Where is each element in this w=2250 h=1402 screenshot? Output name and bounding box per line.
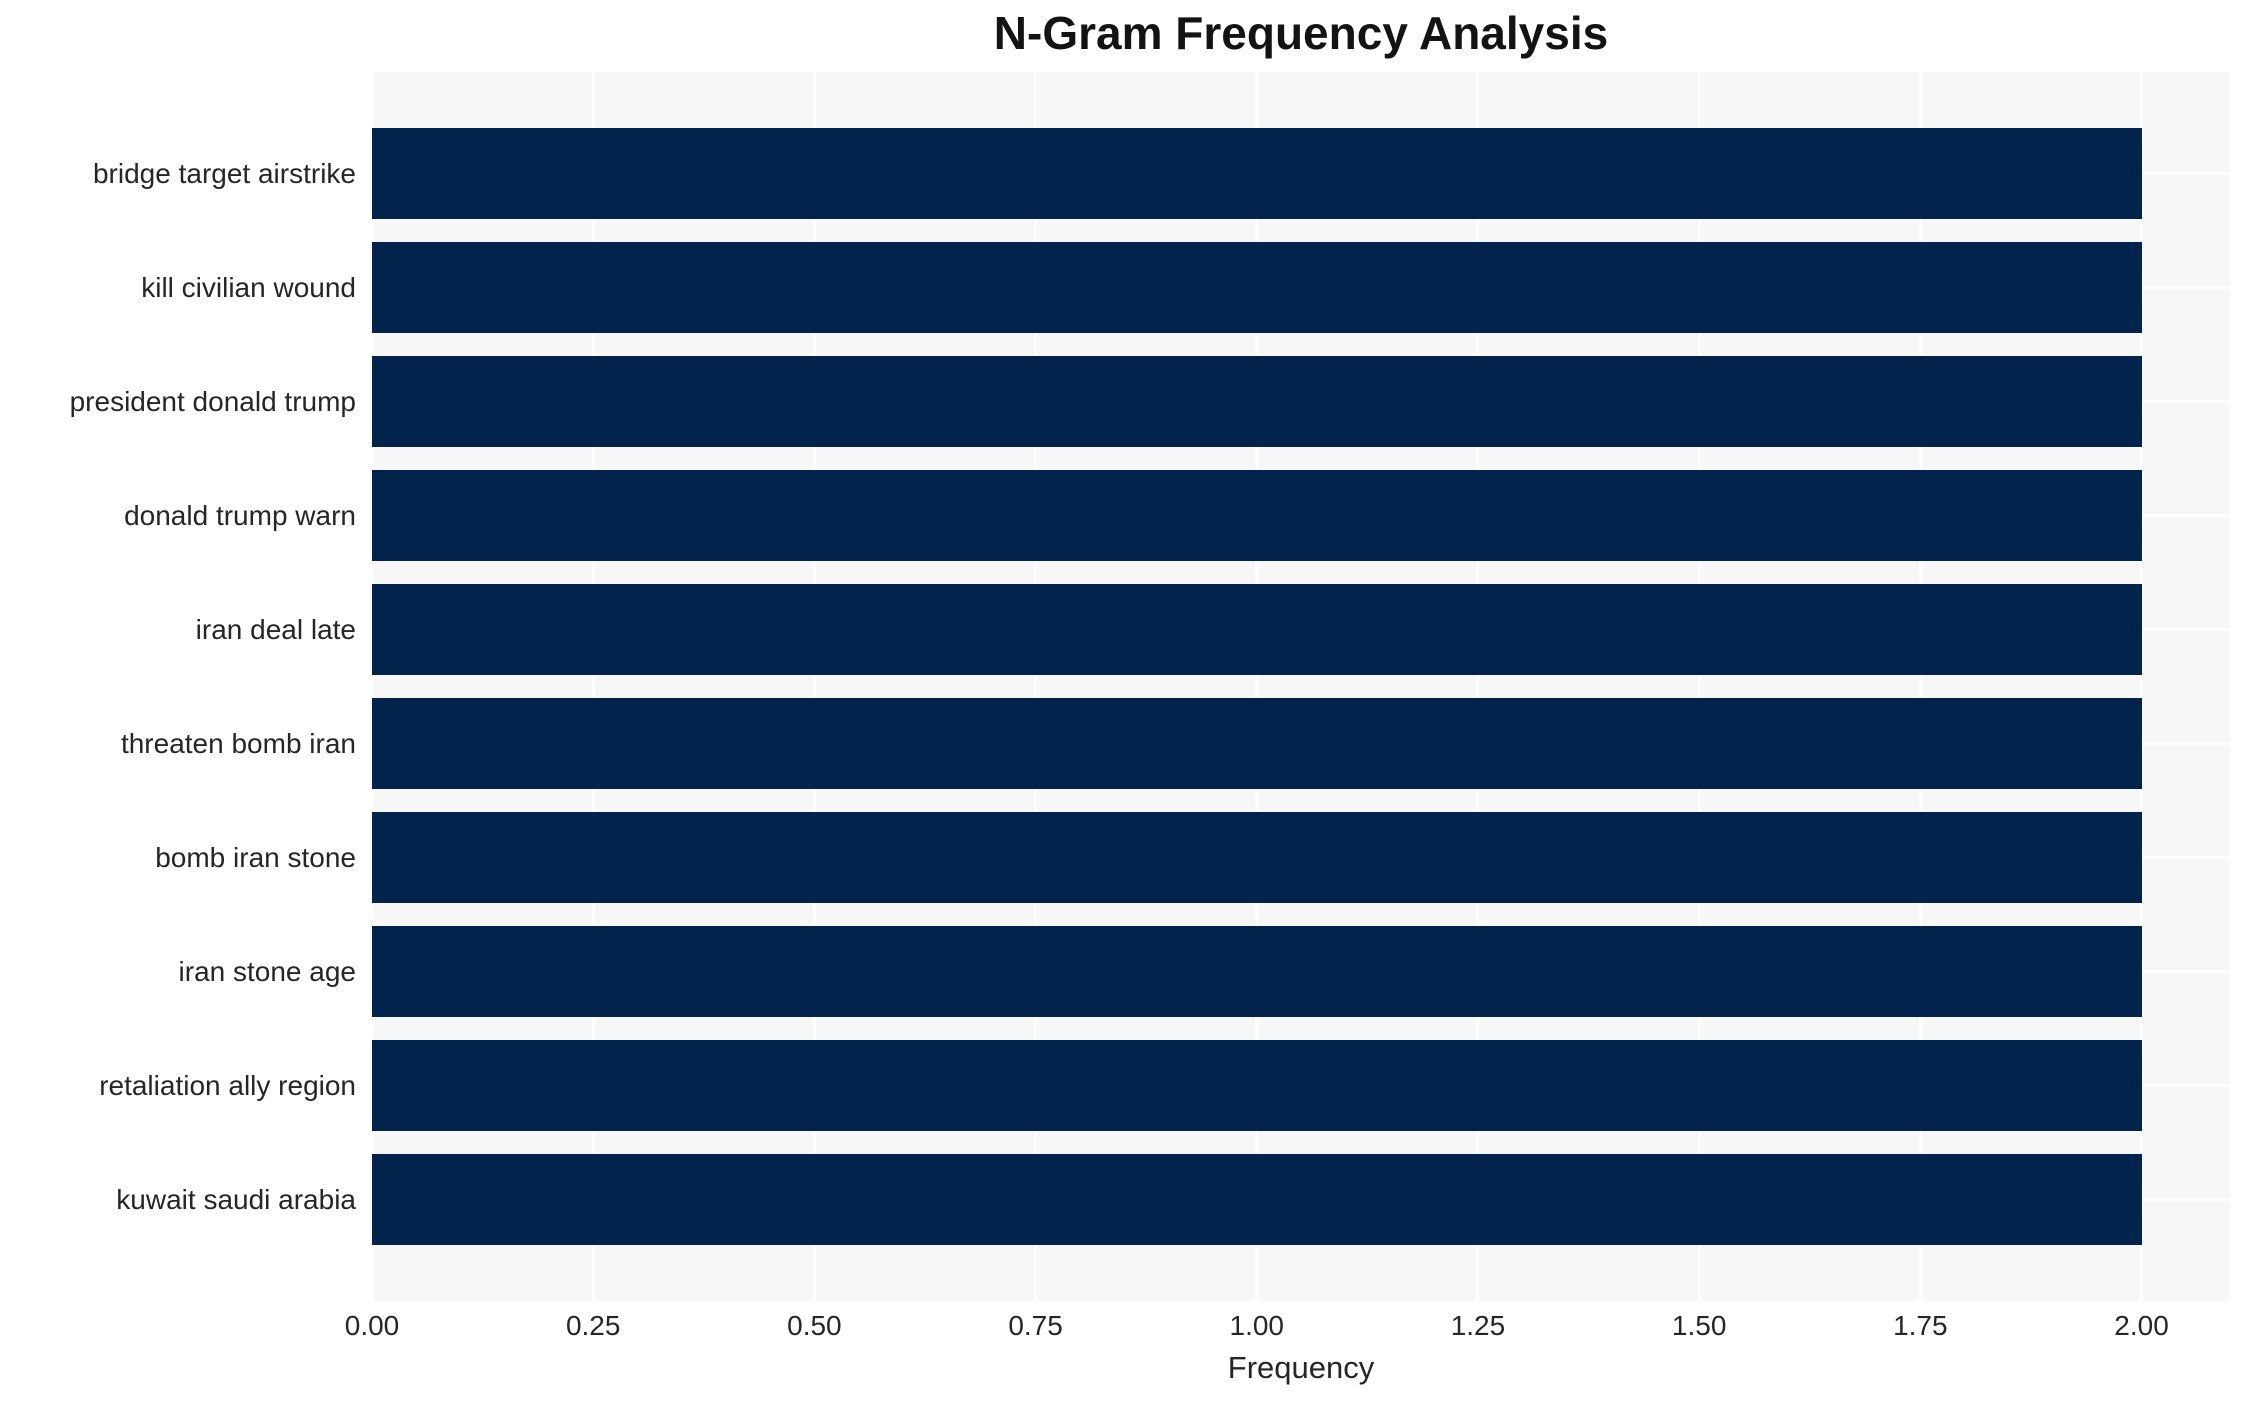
chart-title: N-Gram Frequency Analysis [993, 7, 1609, 59]
x-axis-tick-label: 0.50 [787, 1310, 842, 1341]
x-axis-tick-label: 1.50 [1671, 1310, 1727, 1341]
y-axis-label: iran stone age [178, 955, 356, 987]
gridline-vertical [370, 72, 374, 1301]
y-axis-label: kill civilian wound [141, 271, 356, 303]
bar [372, 698, 2142, 789]
bar [372, 470, 2142, 561]
gridline-vertical [1034, 72, 1038, 1301]
bar [372, 812, 2142, 903]
gridline-vertical [1697, 72, 1701, 1301]
x-axis-tick-label: 1.25 [1450, 1310, 1506, 1341]
bar [372, 1154, 2142, 1245]
x-axis-tick-label: 1.00 [1229, 1310, 1285, 1341]
x-axis-tick-label: 0.25 [565, 1310, 621, 1341]
gridline-vertical [1918, 72, 1922, 1301]
x-axis-tick-label: 1.75 [1893, 1310, 1948, 1341]
x-axis-title: Frequency [1227, 1350, 1375, 1385]
bar [372, 1040, 2142, 1131]
gridline-vertical [1476, 72, 1480, 1301]
gridline-vertical [1255, 72, 1259, 1301]
y-axis-label: iran deal late [195, 613, 356, 645]
y-axis-label: threaten bomb iran [120, 727, 356, 759]
gridline-vertical [591, 72, 595, 1301]
plot-area [370, 72, 2230, 1301]
y-axis-label: donald trump warn [124, 499, 356, 531]
bar [372, 926, 2142, 1017]
x-axis-tick-label: 2.00 [2114, 1310, 2169, 1341]
x-axis-tick-label: 0.00 [344, 1310, 400, 1341]
x-axis-tick-label: 0.75 [1008, 1310, 1063, 1341]
gridline-vertical [2140, 72, 2144, 1301]
y-axis-label: bomb iran stone [155, 841, 356, 873]
y-axis-label: retaliation ally region [99, 1069, 356, 1101]
bar [372, 128, 2142, 219]
y-axis-label: president donald trump [69, 385, 356, 417]
bar [372, 584, 2142, 675]
y-axis-label: kuwait saudi arabia [116, 1183, 356, 1215]
y-axis-label: bridge target airstrike [92, 157, 356, 189]
bar [372, 356, 2142, 447]
gridline-vertical [812, 72, 816, 1301]
bar [372, 242, 2142, 333]
